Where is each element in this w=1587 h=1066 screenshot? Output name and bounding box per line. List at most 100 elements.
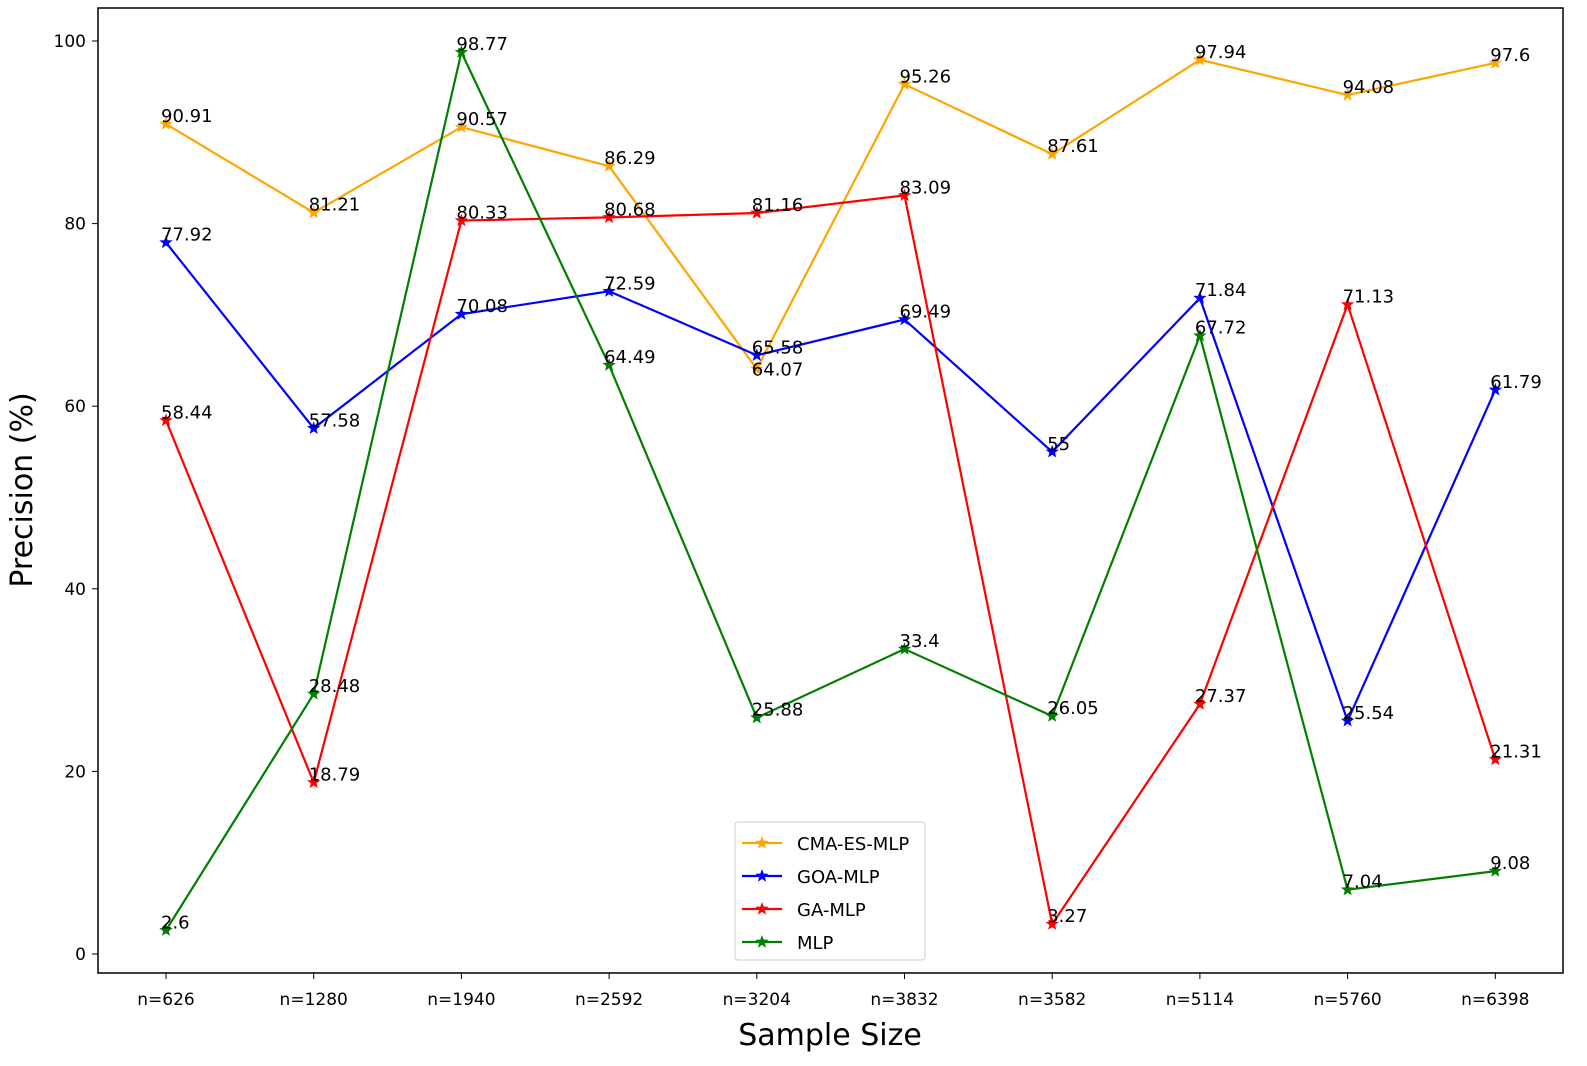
data-point	[454, 120, 469, 133]
data-label: 21.31	[1490, 741, 1542, 762]
data-point	[1045, 444, 1059, 458]
data-point	[897, 312, 912, 326]
data-point	[159, 235, 173, 249]
data-label: 57.58	[309, 410, 361, 431]
data-point	[159, 117, 173, 130]
data-point	[1488, 55, 1502, 69]
data-point	[602, 284, 616, 297]
data-label: 86.29	[604, 148, 656, 169]
data-label: 64.49	[604, 347, 656, 368]
data-label: 64.07	[752, 359, 804, 380]
legend-entry: MLP	[797, 933, 834, 954]
data-point	[1340, 297, 1355, 311]
data-point	[307, 687, 321, 700]
x-tick-label: n=3582	[1018, 990, 1086, 1010]
data-point	[1045, 709, 1059, 722]
y-tick-label: 100	[54, 32, 86, 52]
data-point	[307, 421, 321, 434]
data-point	[1488, 752, 1502, 766]
legend-entry: CMA-ES-MLP	[797, 834, 909, 855]
series-line-mlp	[165, 48, 1496, 931]
data-label: 95.26	[900, 66, 952, 87]
data-label: 72.59	[604, 273, 656, 294]
data-point	[454, 307, 469, 320]
data-label: 67.72	[1195, 318, 1247, 339]
data-point	[1488, 864, 1502, 877]
data-point	[1045, 917, 1059, 930]
data-label: 90.91	[161, 106, 213, 127]
data-label: 87.61	[1047, 136, 1099, 157]
data-label: 80.68	[604, 199, 656, 220]
data-point	[1193, 697, 1207, 710]
data-label: 77.92	[161, 225, 213, 246]
data-point	[897, 188, 912, 202]
data-label: 98.77	[456, 34, 508, 55]
data-label: 25.88	[752, 700, 804, 721]
data-label: 3.27	[1047, 906, 1087, 927]
data-label: 58.44	[161, 402, 213, 423]
data-label: 9.08	[1490, 853, 1530, 874]
data-point	[1488, 382, 1502, 396]
plot-frame	[97, 7, 1564, 974]
data-label: 81.21	[309, 195, 361, 216]
data-point	[602, 358, 616, 371]
data-label: 65.58	[752, 337, 804, 358]
data-label: 33.4	[900, 631, 940, 652]
y-tick-label: 0	[75, 945, 86, 965]
data-point	[454, 45, 469, 58]
data-label: 97.94	[1195, 42, 1247, 63]
x-tick-label: n=3204	[723, 990, 791, 1010]
data-label: 71.84	[1195, 280, 1247, 301]
x-tick-label: n=6398	[1461, 990, 1529, 1010]
data-label: 26.05	[1047, 698, 1099, 719]
legend-entry: GA-MLP	[797, 900, 866, 921]
x-tick-label: n=626	[137, 990, 194, 1010]
x-tick-label: n=1280	[280, 990, 348, 1010]
x-tick-label: n=5760	[1313, 990, 1381, 1010]
data-label: 90.57	[456, 109, 508, 130]
legend-marker	[755, 869, 769, 882]
data-point	[602, 159, 616, 172]
data-label: 97.6	[1490, 45, 1530, 66]
data-label: 61.79	[1490, 372, 1542, 393]
data-label: 69.49	[900, 302, 952, 323]
data-point	[307, 775, 321, 789]
data-point	[897, 642, 912, 655]
data-point	[159, 413, 173, 427]
y-tick-label: 40	[64, 580, 86, 600]
legend-box	[734, 821, 926, 961]
y-axis-label: Precision (%)	[5, 392, 40, 587]
x-tick-label: n=2592	[575, 990, 643, 1010]
data-point	[897, 77, 912, 90]
data-point	[750, 348, 764, 361]
x-tick-label: n=5114	[1166, 990, 1234, 1010]
data-point	[1340, 88, 1355, 101]
data-point	[750, 710, 764, 724]
legend-marker	[755, 902, 769, 915]
data-label: 70.08	[456, 296, 508, 317]
data-label: 55	[1047, 434, 1070, 455]
data-point	[750, 206, 764, 219]
legend-entry: GOA-MLP	[797, 867, 880, 888]
x-axis-label: Sample Size	[738, 1018, 922, 1053]
data-label: 27.37	[1195, 686, 1247, 707]
x-tick-label: n=1940	[427, 990, 495, 1010]
legend-marker	[755, 836, 769, 849]
data-label: 71.13	[1343, 287, 1395, 308]
legend: CMA-ES-MLP GOA-MLP GA-MLP MLP	[734, 821, 926, 961]
data-label: 81.16	[752, 195, 804, 216]
data-point	[454, 213, 469, 227]
y-tick-label: 80	[64, 215, 86, 235]
data-label: 94.08	[1343, 77, 1395, 98]
y-tick-label: 60	[64, 397, 86, 417]
data-point	[1193, 291, 1207, 304]
data-label: 83.09	[900, 177, 952, 198]
y-tick-label: 20	[64, 762, 86, 782]
data-point	[602, 210, 616, 224]
data-point	[1340, 882, 1355, 896]
data-label: 2.6	[161, 912, 190, 933]
series-line-ga-mlp	[164, 194, 1497, 927]
data-point	[1340, 713, 1355, 727]
data-point	[1193, 52, 1207, 66]
data-point	[307, 205, 321, 219]
